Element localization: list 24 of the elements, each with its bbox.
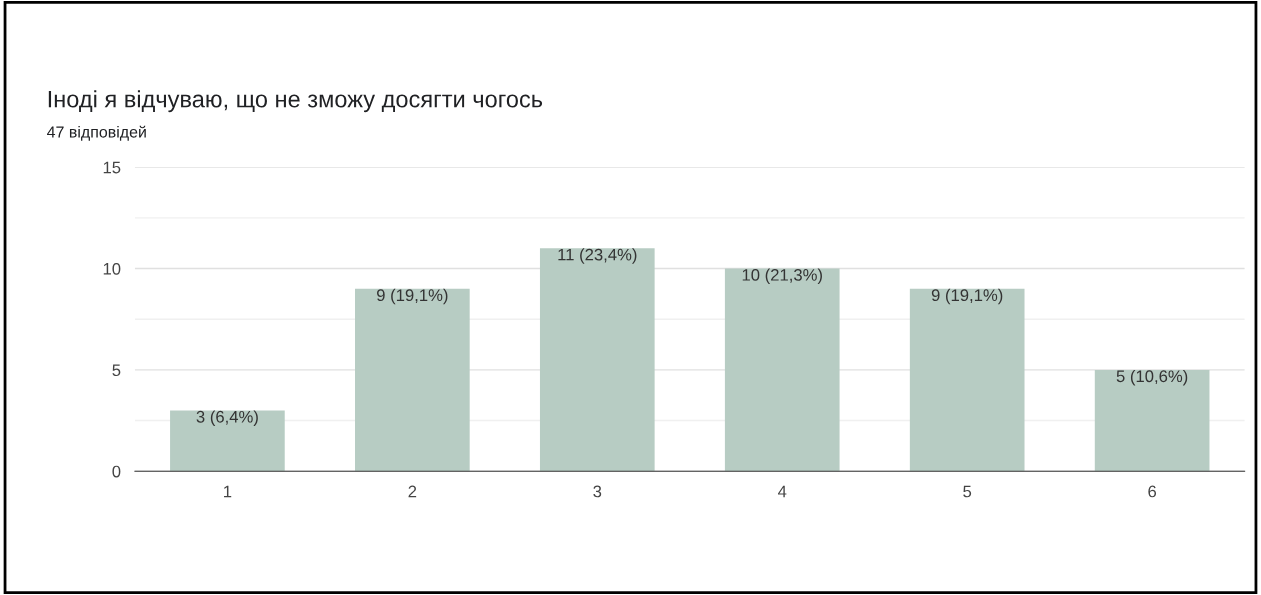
data-label: 3 (6,4%) <box>196 410 258 426</box>
y-tick-label: 5 <box>112 364 121 377</box>
x-tick-label: 6 <box>1148 485 1157 498</box>
data-label: 5 (10,6%) <box>1116 369 1188 386</box>
y-tick-label: 0 <box>112 465 121 478</box>
data-label: 9 (19,1%) <box>377 288 448 305</box>
data-label: 11 (23,4%) <box>558 248 637 264</box>
bar <box>909 288 1025 472</box>
x-tick-label: 4 <box>777 485 787 498</box>
data-label: 9 (19,1%) <box>931 288 1003 305</box>
y-tick-label: 15 <box>103 161 121 174</box>
bar <box>355 288 470 472</box>
bar <box>1094 369 1210 472</box>
chart-subtitle: 47 відповідей <box>47 125 146 141</box>
x-tick-label: 3 <box>593 485 602 498</box>
bar <box>170 410 285 472</box>
bar <box>724 268 840 472</box>
x-tick-label: 1 <box>224 485 232 498</box>
bar <box>539 248 655 472</box>
x-tick-label: 5 <box>963 485 972 498</box>
y-tick-label: 10 <box>103 262 121 275</box>
x-tick-label: 2 <box>408 485 417 498</box>
chart-title: Іноді я відчуваю, що не зможу досягти чогось <box>48 90 543 113</box>
data-label: 10 (21,3%) <box>742 268 822 285</box>
